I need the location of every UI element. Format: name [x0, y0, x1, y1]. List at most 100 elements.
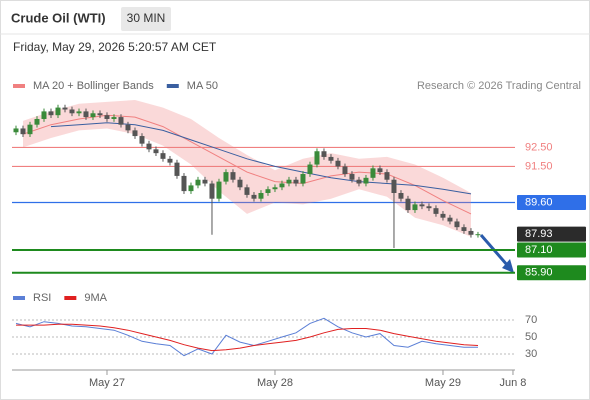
candle-body [230, 172, 236, 180]
legend-swatch [13, 84, 25, 88]
candle-body [41, 111, 47, 119]
legend-swatch [64, 296, 77, 300]
level-label: 85.90 [525, 267, 553, 279]
candle-body [146, 143, 152, 150]
candle-body [20, 128, 26, 135]
level-label: 87.10 [525, 244, 553, 256]
candle-body [265, 189, 271, 193]
candle-body [391, 179, 397, 193]
legend-label: MA 50 [187, 80, 218, 92]
legend-label: RSI [33, 292, 51, 304]
candle-body [433, 208, 439, 214]
candle-body [55, 107, 61, 116]
candle-body [244, 187, 250, 195]
x-tick-label: Jun 8 [500, 377, 527, 389]
candle-body [188, 185, 194, 192]
y-tick-label: 50 [525, 331, 537, 343]
candle-body [475, 234, 481, 236]
level-label-box [517, 226, 586, 242]
timeframe: 30 MIN [127, 11, 166, 25]
candle-body [195, 179, 201, 186]
candle-body [384, 172, 390, 180]
level-label-box [517, 242, 586, 258]
instrument: Crude Oil (WTI) [11, 10, 106, 25]
candle-body [440, 213, 446, 218]
legend-label: 9MA [84, 292, 107, 304]
legend-swatch [166, 84, 179, 88]
candle-body [209, 183, 215, 199]
indicator-line [15, 317, 478, 357]
candle-body [272, 187, 278, 190]
candle-body [216, 181, 222, 199]
candle-body [314, 151, 320, 165]
candle-body [223, 172, 229, 182]
candle-body [363, 177, 369, 184]
timeframe-box [121, 7, 171, 31]
level-label-box [517, 194, 586, 210]
candle-body [118, 117, 124, 125]
y-tick-label: 70 [525, 314, 537, 326]
level-label: 92.50 [525, 141, 553, 153]
candle-body [328, 156, 334, 161]
legend-swatch [13, 296, 25, 300]
candle-body [426, 206, 432, 209]
copyright: Research © 2026 Trading Central [417, 80, 581, 92]
candle-body [83, 111, 89, 118]
candle-body [300, 174, 306, 184]
level-label: 87.93 [525, 228, 553, 240]
candle-body [132, 130, 138, 137]
candle-body [412, 204, 418, 211]
candle-body [90, 113, 96, 118]
candle-body [104, 115, 110, 119]
x-tick-label: May 28 [257, 377, 293, 389]
candle-body [34, 118, 40, 125]
candle-body [405, 198, 411, 211]
candle-body [48, 111, 54, 116]
candle-body [321, 151, 327, 157]
forecast-arrow-head [502, 259, 514, 273]
candle-body [69, 109, 75, 114]
x-tick-label: May 27 [89, 377, 125, 389]
candle-body [279, 183, 285, 188]
level-label-box [517, 265, 586, 281]
candle-body [447, 217, 453, 222]
candle-body [139, 136, 145, 144]
candle-body [335, 160, 341, 167]
y-tick-label: 30 [525, 348, 537, 360]
moving-average [22, 114, 472, 215]
candle-body [181, 175, 187, 192]
candle-body [419, 204, 425, 207]
level-label: 91.50 [525, 160, 553, 172]
candle-body [125, 124, 131, 131]
legend-label: MA 20 + Bollinger Bands [33, 80, 154, 92]
candle-body [76, 111, 82, 114]
candle-body [293, 179, 299, 184]
candle-body [111, 117, 117, 119]
candle-body [349, 174, 355, 180]
candle-body [307, 164, 313, 175]
candle-body [461, 227, 467, 231]
timestamp: Friday, May 29, 2026 5:20:57 AM CET [13, 40, 217, 54]
indicator-line [16, 323, 479, 352]
candle-body [370, 168, 376, 178]
candle-body [153, 149, 159, 154]
candle-body [202, 179, 208, 184]
candle-body [251, 194, 257, 199]
candle-body [286, 179, 292, 184]
x-tick-label: May 29 [425, 377, 461, 389]
candle-body [398, 193, 404, 199]
candle-body [258, 193, 264, 199]
candle-body [167, 158, 173, 163]
candle-body [174, 162, 180, 176]
candle-body [356, 179, 362, 184]
candle-body [62, 107, 68, 110]
candle-body [342, 166, 348, 175]
candle-body [160, 153, 166, 159]
candle-body [97, 113, 103, 116]
candle-body [454, 221, 460, 228]
candle-body [377, 168, 383, 173]
level-label: 89.60 [525, 196, 553, 208]
candle-body [27, 124, 33, 135]
